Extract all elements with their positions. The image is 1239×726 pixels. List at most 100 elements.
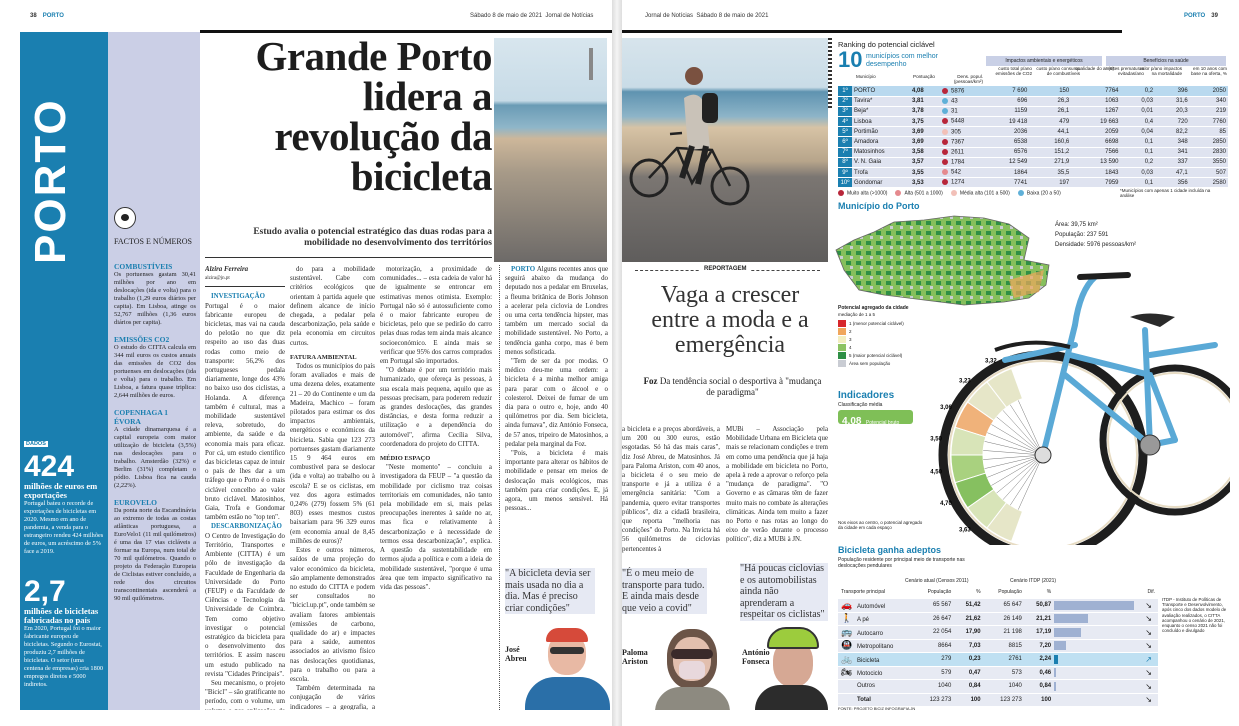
trend-down-icon: ↘ xyxy=(1139,598,1158,613)
column-header: % xyxy=(954,585,984,599)
legend-dot xyxy=(1017,190,1024,196)
quote-author: António Fonseca xyxy=(742,648,770,666)
column-text: do para a mobilidade sustentável. Cabe c… xyxy=(290,265,375,710)
percent-2011: 100 xyxy=(954,693,984,707)
indicators-note: Nos eixos ao centro, o potencial agregad… xyxy=(838,520,923,530)
page-gutter xyxy=(612,0,622,726)
ranking-big-number: 10 xyxy=(838,47,863,72)
spoke xyxy=(987,432,1044,456)
percent-2011: 0,84 xyxy=(954,679,984,694)
population-2011: 22 054 xyxy=(913,625,955,640)
percent-2021: 21,21 xyxy=(1024,612,1055,626)
header-right-date: Jornal de Notícias Sábado 8 de maio de 2… xyxy=(645,13,768,19)
density-dot xyxy=(942,87,948,94)
metric-value: 26,1 xyxy=(1029,106,1072,118)
map-legend-item: 3 xyxy=(838,336,904,344)
indicators-title: Indicadores xyxy=(838,390,895,401)
paragraph-text: "O debate é por um território mais human… xyxy=(380,367,492,448)
fact-heading: Emissões CO2 xyxy=(114,335,170,344)
header-left: 38 PORTO xyxy=(30,13,70,19)
column-text: Porto Alguns recentes anos que seguirá a… xyxy=(505,265,608,513)
density-value: 1784 xyxy=(951,159,965,166)
ranking-row: 5º Portimão 3,69 305 2036 44,1 2059 0,04 82,2 85 xyxy=(838,126,1228,138)
data-label: DADOS xyxy=(24,441,48,447)
ranking-row: 8º V. N. Gaia 3,57 1784 12 549 271,9 13 590 0,2… xyxy=(838,157,1228,169)
indicator-ring: 3,323,233,063,504,504,703,633,13 xyxy=(930,358,1044,543)
percent-bar xyxy=(1054,681,1056,691)
header-right: PORTO 39 xyxy=(1178,13,1218,19)
paragraph-text: Também determinada na conjugação de vári… xyxy=(290,685,375,710)
section-label: REPORTAGEM xyxy=(700,266,751,272)
modal-row: 🏍 Motociclo 579 0,47 573 0,46 ↘ xyxy=(838,666,1158,680)
metric-value: 20,3 xyxy=(1155,106,1190,118)
percent-2011: 17,90 xyxy=(954,625,984,640)
density-value: 542 xyxy=(951,169,962,176)
metric-value: 348 xyxy=(1155,136,1190,148)
legend-item: Alta (501 a 1000) xyxy=(895,190,943,197)
beach-photo-left xyxy=(494,38,607,262)
article-column-3: motorização, a proximidade de comunidade… xyxy=(380,265,492,710)
portrait-jose-abreu xyxy=(520,625,610,710)
author-email[interactable]: alzira@jn.pt xyxy=(205,274,285,288)
ranking-column-headers: Município Pontuação Dens. popul. (pessoas/… xyxy=(838,66,1228,84)
spoke xyxy=(984,441,1044,456)
quote-author: José Abreu xyxy=(505,645,527,663)
saddle xyxy=(1130,313,1175,327)
lead-keyword: Investigação xyxy=(211,293,265,301)
percent-bar xyxy=(1054,627,1082,637)
trend-up-icon: ↗ xyxy=(1139,652,1158,667)
metric-value: 3550 xyxy=(1189,157,1228,169)
metric-value: 6538 xyxy=(980,136,1030,148)
vertical-section-title: PORTO xyxy=(26,98,75,264)
metric-value: 720 xyxy=(1155,116,1190,128)
rank-position: 8º xyxy=(838,157,852,169)
metric-value: 47,1 xyxy=(1155,167,1190,179)
legend-dot xyxy=(895,190,902,196)
percent-2021: 2,24 xyxy=(1024,652,1055,667)
rank-position: 5º xyxy=(838,126,852,138)
paragraph: motorização, a proximidade de comunidade… xyxy=(380,265,492,366)
bar-cell xyxy=(1054,679,1140,694)
column-header: Pontuação xyxy=(913,74,935,79)
rank-position: 9º xyxy=(838,167,852,179)
metric-value: 82,2 xyxy=(1155,126,1190,138)
legend-item: Baixa (20 a 50) xyxy=(1017,190,1061,196)
municipality-name: Gondomar xyxy=(852,177,910,189)
bar-cell xyxy=(1054,666,1140,680)
percent-bar xyxy=(1054,600,1135,610)
percent-2011: 0,23 xyxy=(954,652,984,667)
legend-label: Área sem população xyxy=(849,361,891,366)
metric-value: 31,6 xyxy=(1155,96,1190,107)
score: 3,55 xyxy=(910,167,940,179)
bar-cell xyxy=(1054,598,1140,613)
trend-down-icon: ↘ xyxy=(1139,625,1158,640)
column-divider xyxy=(499,265,500,710)
population-2011: 279 xyxy=(913,652,955,667)
legend-label: Média alta (101 a 500) xyxy=(959,190,1010,197)
paragraph-text: "Tem de ser da por modas. O médico deu-m… xyxy=(505,358,608,448)
legend-label: Alta (501 a 1000) xyxy=(904,190,943,197)
percent-2011: 21,62 xyxy=(954,612,984,626)
fact-text: A cidade dinamarquesa é a capital europe… xyxy=(114,426,196,489)
modal-subtitle: População residente por principal meio d… xyxy=(838,557,965,569)
spoke xyxy=(1010,454,1044,506)
map-legend-item: 4 xyxy=(838,344,904,352)
ranking-row: 1º PORTO 4,08 5876 7 690 150 7764 0,2 396 2050 xyxy=(838,86,1228,97)
paragraph: do para a mobilidade sustentável. Cabe c… xyxy=(290,265,375,348)
modal-row: 🚌 Autocarro 22 054 17,90 21 198 17,19 ↘ xyxy=(838,625,1158,640)
paragraph: Seu mecanismo, o projeto "Bicicl" – são … xyxy=(205,679,285,710)
paragraph-text: Seu mecanismo, o projeto "Bicicl" – são … xyxy=(205,679,285,710)
density-value: 5876 xyxy=(951,88,965,95)
municipality-name: PORTO xyxy=(852,86,910,97)
transport-label: Automóvel xyxy=(857,603,886,610)
transport-label: Bicicleta xyxy=(857,657,880,664)
density-dot xyxy=(942,169,948,176)
metro-icon: 🚇 xyxy=(841,640,853,651)
paragraph: Descarbonização O Centro de Investigação… xyxy=(205,522,285,678)
indicator-value: 3,06 xyxy=(940,405,952,411)
density-cell: 1784 xyxy=(940,157,980,169)
transport-label: A pé xyxy=(857,617,870,624)
trend-down-icon: ↘ xyxy=(1139,612,1158,626)
metric-value: 19 663 xyxy=(1071,116,1121,128)
column-header: Transporte principal xyxy=(838,585,913,599)
